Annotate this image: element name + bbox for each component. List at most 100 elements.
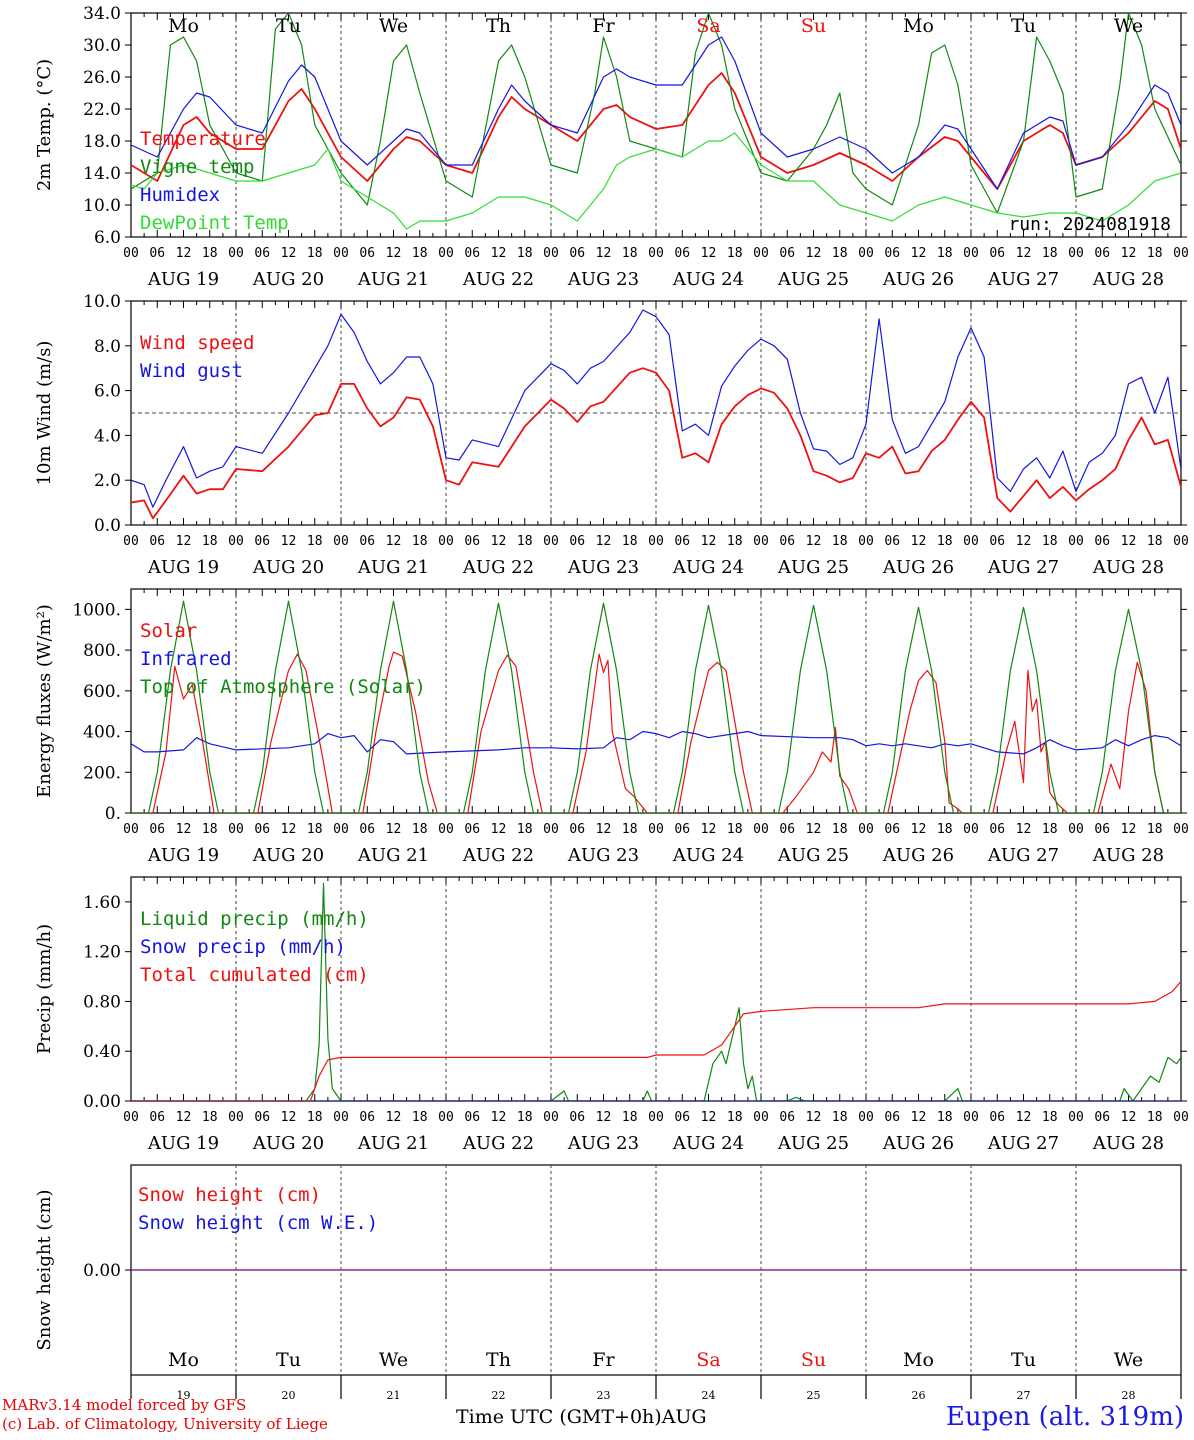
hour-tick-label: 06: [884, 534, 900, 549]
hour-tick-label: 12: [911, 534, 927, 549]
y-tick-label: 1.60: [83, 893, 121, 913]
chart-panel-5: 19 20 21 22 23 24 25 26 27 28 0.00 Snow height (cm)…: [34, 1164, 1187, 1402]
hour-tick-label: 06: [674, 534, 690, 549]
hour-tick-label: 00: [1068, 822, 1084, 837]
hour-tick-label: 06: [779, 1110, 795, 1125]
hour-tick-label: 18: [412, 822, 428, 837]
hour-tick-label: 12: [281, 822, 297, 837]
hour-tick-label: 00: [543, 534, 559, 549]
hour-tick-label: 00: [963, 1110, 979, 1125]
hour-tick-label: 06: [989, 534, 1005, 549]
y-axis-label: Snow height (cm): [34, 1189, 55, 1350]
date-label: AUG 22: [462, 557, 534, 578]
hour-tick-label: 12: [1121, 246, 1137, 261]
hour-tick-label: 06: [569, 534, 585, 549]
hour-tick-label: 00: [333, 534, 349, 549]
x-axis-title: Time UTC (GMT+0h)AUG: [456, 1406, 707, 1428]
day-number-label: 21: [387, 1389, 401, 1402]
hour-tick-label: 06: [779, 822, 795, 837]
hour-tick-label: 00: [1068, 534, 1084, 549]
hour-tick-label: 18: [1042, 1110, 1058, 1125]
y-tick-label: 34.0: [83, 4, 121, 24]
series-line-wind-gust: [131, 309, 1181, 508]
series-line-infrared: [131, 730, 1181, 755]
hour-tick-label: 18: [202, 534, 218, 549]
hour-tick-label: 00: [1068, 246, 1084, 261]
series-group: [131, 600, 1181, 813]
day-number-label: 25: [807, 1389, 821, 1402]
hour-tick-label: 06: [464, 246, 480, 261]
hour-tick-label: 00: [963, 822, 979, 837]
hour-tick-label: 00: [858, 246, 874, 261]
station-name: Eupen (alt. 319m): [945, 1402, 1184, 1432]
weekday-label: Th: [486, 15, 511, 37]
hour-tick-label: 12: [1016, 246, 1032, 261]
hour-tick-label: 00: [438, 822, 454, 837]
date-label: AUG 23: [567, 557, 639, 578]
hour-tick-label: 12: [386, 1110, 402, 1125]
hour-tick-label: 06: [884, 1110, 900, 1125]
date-label: AUG 26: [882, 269, 954, 290]
hour-tick-label: 12: [176, 822, 192, 837]
hour-tick-label: 12: [806, 822, 822, 837]
hour-tick-label: 12: [176, 534, 192, 549]
y-tick-label: 30.0: [83, 36, 121, 56]
model-credit: MARv3.14 model forced by GFS (c) Lab. of…: [2, 1396, 328, 1434]
weekday-label: Su: [801, 15, 826, 37]
hour-tick-label: 06: [989, 246, 1005, 261]
day-number-label: 20: [282, 1389, 296, 1402]
legend-entry: Humidex: [140, 184, 220, 206]
series-line-liquid-precip-mm-h-: [131, 882, 1181, 1101]
y-tick-label: 0.80: [83, 992, 121, 1012]
hour-tick-label: 06: [1094, 822, 1110, 837]
hour-tick-label: 18: [307, 534, 323, 549]
date-label: AUG 24: [672, 1133, 744, 1154]
hour-tick-label: 12: [1121, 822, 1137, 837]
date-label: AUG 27: [987, 269, 1059, 290]
hour-tick-label: 00: [1173, 246, 1189, 261]
date-label: AUG 21: [357, 845, 429, 866]
series-group: [131, 309, 1181, 520]
legend-entry: Liquid precip (mm/h): [140, 908, 369, 930]
hour-tick-label: 18: [517, 822, 533, 837]
date-label: AUG 24: [672, 269, 744, 290]
hour-tick-label: 06: [359, 822, 375, 837]
hour-tick-label: 00: [228, 822, 244, 837]
date-label: AUG 23: [567, 1133, 639, 1154]
weekday-label: Su: [801, 1349, 826, 1371]
hour-tick-label: 06: [359, 534, 375, 549]
hour-tick-label: 12: [701, 534, 717, 549]
hour-tick-label: 12: [596, 822, 612, 837]
hour-tick-label: 12: [596, 246, 612, 261]
weekday-label: Tu: [276, 1349, 301, 1371]
date-label: AUG 22: [462, 269, 534, 290]
y-tick-label: 4.0: [94, 426, 121, 446]
hour-tick-label: 18: [307, 822, 323, 837]
legend-entry: Total cumulated (cm): [140, 964, 369, 986]
legend-entry: Snow height (cm): [138, 1184, 321, 1206]
series-group: [131, 13, 1181, 230]
date-label: AUG 25: [777, 557, 849, 578]
hour-tick-label: 06: [149, 246, 165, 261]
hour-tick-label: 12: [491, 534, 507, 549]
date-label: AUG 20: [252, 269, 324, 290]
hour-tick-label: 18: [727, 534, 743, 549]
legend-entry: Temperature: [140, 128, 266, 150]
day-number-label: 28: [1122, 1389, 1136, 1402]
y-tick-label: 2.0: [94, 471, 121, 491]
weekday-label: We: [1114, 1349, 1143, 1371]
y-tick-label: 1.20: [83, 943, 121, 963]
weekday-label: Mo: [903, 15, 934, 37]
hour-tick-label: 18: [517, 246, 533, 261]
date-label: AUG 28: [1092, 1133, 1164, 1154]
y-tick-label: 800.: [83, 641, 121, 661]
hour-tick-label: 18: [202, 822, 218, 837]
hour-tick-label: 18: [937, 534, 953, 549]
hour-tick-label: 12: [491, 246, 507, 261]
weekday-label: Sa: [696, 15, 720, 37]
hour-tick-label: 06: [569, 246, 585, 261]
hour-tick-label: 06: [149, 534, 165, 549]
hour-tick-label: 00: [123, 246, 139, 261]
xlabel: Time UTC (GMT+0h): [456, 1406, 662, 1428]
hour-tick-label: 06: [1094, 534, 1110, 549]
